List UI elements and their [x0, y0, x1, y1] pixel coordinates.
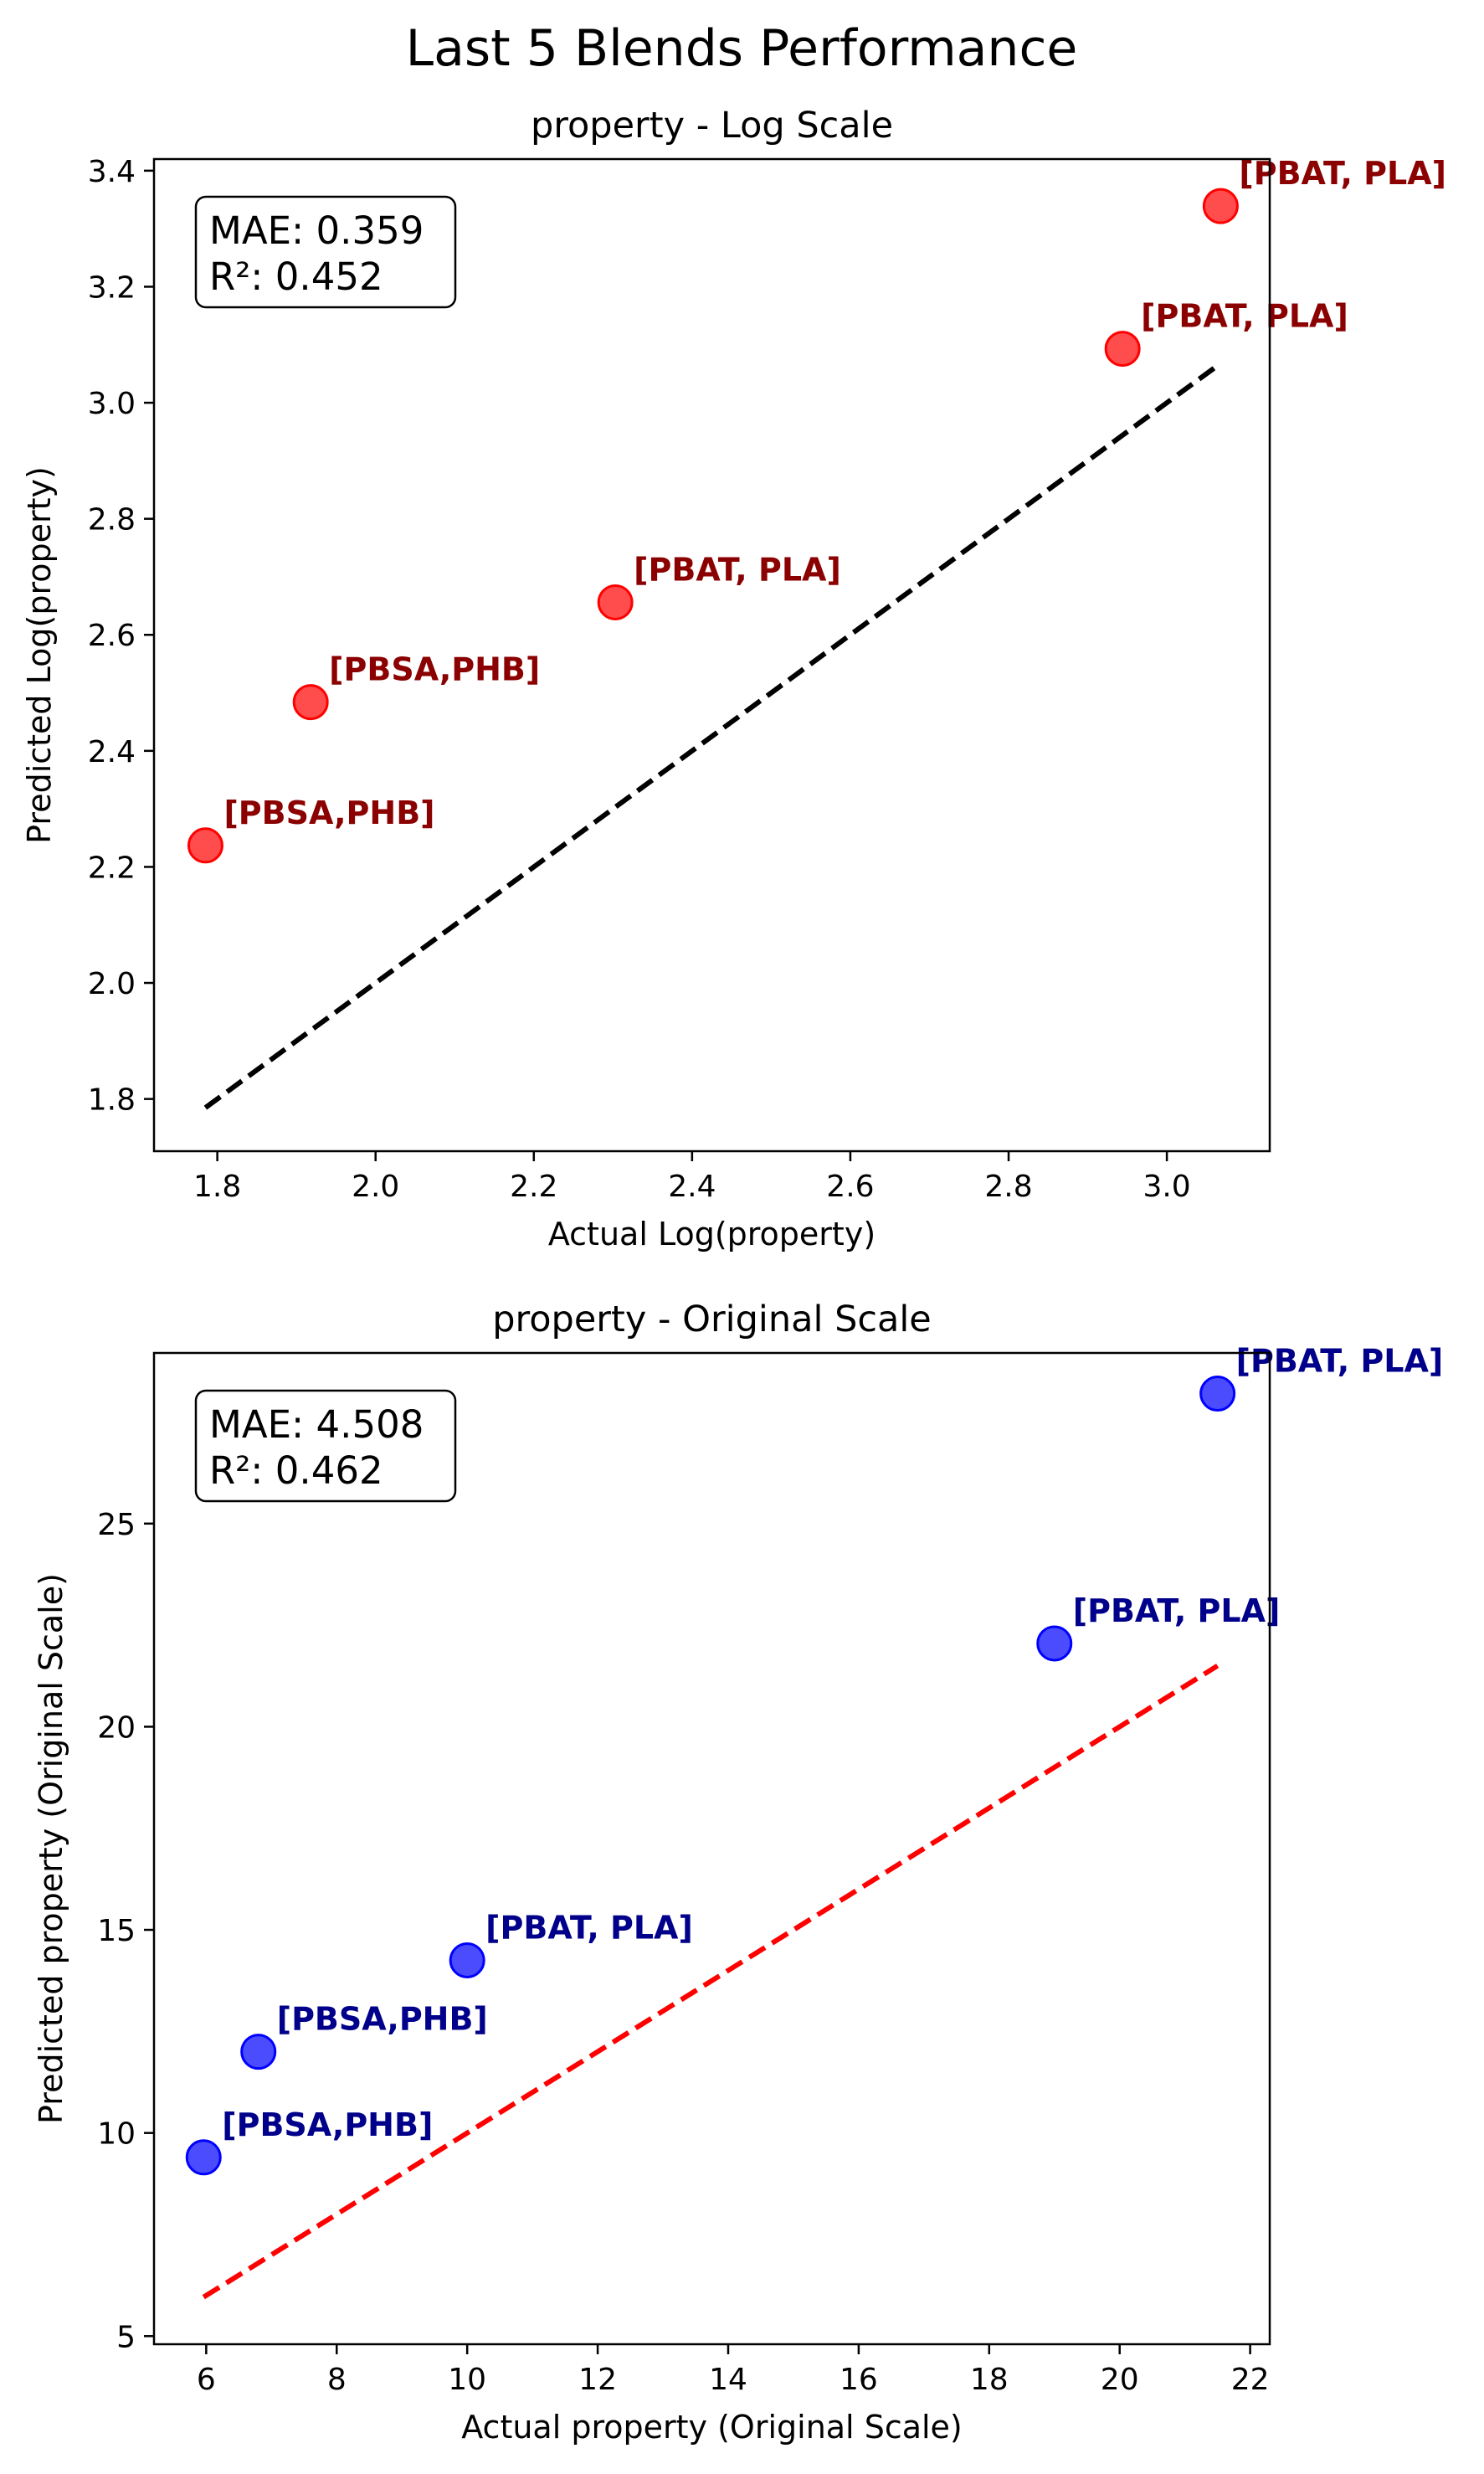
x-tick-label-7: 18	[970, 2363, 1009, 2397]
y-tick-label-1: 1.8	[88, 1083, 136, 1118]
subplot-title: property - Log Scale	[531, 105, 893, 147]
y-tick-label-3: 2.2	[88, 851, 136, 885]
x-tick-label-2: 8	[327, 2363, 347, 2397]
point-label-2: [PBSA,PHB]	[277, 2001, 488, 2038]
y-tick-label-9: 3.4	[88, 155, 136, 189]
y-tick-label-4: 20	[97, 1710, 136, 1745]
y-tick-label-4: 2.4	[88, 735, 136, 769]
scatter-point-3	[597, 584, 634, 620]
scatter-point-4	[1104, 331, 1141, 368]
y-tick-label-8: 3.2	[88, 270, 136, 305]
x-axis-label: Actual property (Original Scale)	[461, 2409, 963, 2446]
y-tick-label-2: 2.0	[88, 967, 136, 1001]
x-tick-label-6: 16	[840, 2363, 878, 2397]
metrics-box	[194, 1389, 457, 1503]
point-label-1: [PBSA,PHB]	[223, 795, 434, 831]
y-tick-label-5: 2.6	[88, 619, 136, 653]
x-tick-label-5: 2.6	[826, 1170, 874, 1204]
scatter-point-5	[1199, 1376, 1236, 1412]
scatter-point-2	[240, 2034, 277, 2070]
point-label-2: [PBSA,PHB]	[329, 651, 540, 688]
x-tick-label-3: 2.2	[510, 1170, 557, 1204]
x-axis-label: Actual Log(property)	[548, 1216, 876, 1252]
y-tick-label-1: 5	[116, 2320, 136, 2354]
y-tick-label-7: 3.0	[88, 387, 136, 421]
x-tick-label-6: 2.8	[984, 1170, 1032, 1204]
original-scale-subplot: property - Original Scale [PBSA,PHB] [PBSA…	[33, 1299, 1443, 2446]
scatter-point-1	[185, 2139, 222, 2176]
point-label-3: [PBAT, PLA]	[634, 551, 841, 588]
scatter-point-4	[1036, 1625, 1073, 1662]
subplot-title: property - Original Scale	[492, 1299, 932, 1340]
point-label-4: [PBAT, PLA]	[1141, 298, 1348, 335]
r2-metric: R²: 0.462	[209, 1448, 383, 1493]
x-tick-label-9: 22	[1231, 2363, 1270, 2397]
mae-metric: MAE: 0.359	[209, 208, 424, 253]
x-tick-label-1: 1.8	[193, 1170, 241, 1204]
x-tick-label-4: 2.4	[668, 1170, 716, 1204]
mae-metric: MAE: 4.508	[209, 1402, 424, 1447]
x-tick-label-4: 12	[578, 2363, 617, 2397]
y-tick-label-3: 15	[97, 1914, 136, 1948]
point-label-3: [PBAT, PLA]	[485, 1909, 693, 1946]
x-tick-label-8: 20	[1101, 2363, 1139, 2397]
metrics-box	[194, 195, 457, 309]
scatter-point-5	[1202, 188, 1239, 224]
scatter-point-2	[292, 684, 329, 721]
scatter-point-1	[187, 827, 223, 864]
reference-line	[202, 1664, 1220, 2300]
axes-frame	[152, 157, 1271, 1153]
scatter-point-3	[449, 1942, 485, 1978]
r2-metric: R²: 0.452	[209, 255, 383, 299]
y-tick-label-2: 10	[97, 2117, 136, 2152]
reference-line	[203, 363, 1220, 1110]
x-tick-label-3: 10	[448, 2363, 486, 2397]
log-scale-subplot: property - Log Scale [PBSA,PHB] [PBSA,PHB]…	[21, 105, 1446, 1252]
point-label-5: [PBAT, PLA]	[1239, 155, 1446, 192]
axes-frame	[152, 1351, 1271, 2346]
point-label-4: [PBAT, PLA]	[1073, 1592, 1281, 1629]
x-tick-label-2: 2.0	[352, 1170, 399, 1204]
y-tick-label-5: 25	[97, 1508, 136, 1542]
point-label-1: [PBSA,PHB]	[222, 2106, 433, 2143]
point-label-5: [PBAT, PLA]	[1236, 1343, 1444, 1380]
y-tick-label-6: 2.8	[88, 503, 136, 537]
figure-title: Last 5 Blends Performance	[406, 19, 1078, 78]
y-axis-label: Predicted Log(property)	[21, 466, 58, 844]
x-tick-label-1: 6	[197, 2363, 216, 2397]
x-tick-label-7: 3.0	[1143, 1170, 1190, 1204]
y-axis-label: Predicted property (Original Scale)	[33, 1573, 69, 2124]
x-tick-label-5: 14	[709, 2363, 747, 2397]
